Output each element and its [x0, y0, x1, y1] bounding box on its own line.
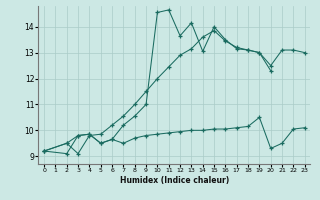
- X-axis label: Humidex (Indice chaleur): Humidex (Indice chaleur): [120, 176, 229, 185]
